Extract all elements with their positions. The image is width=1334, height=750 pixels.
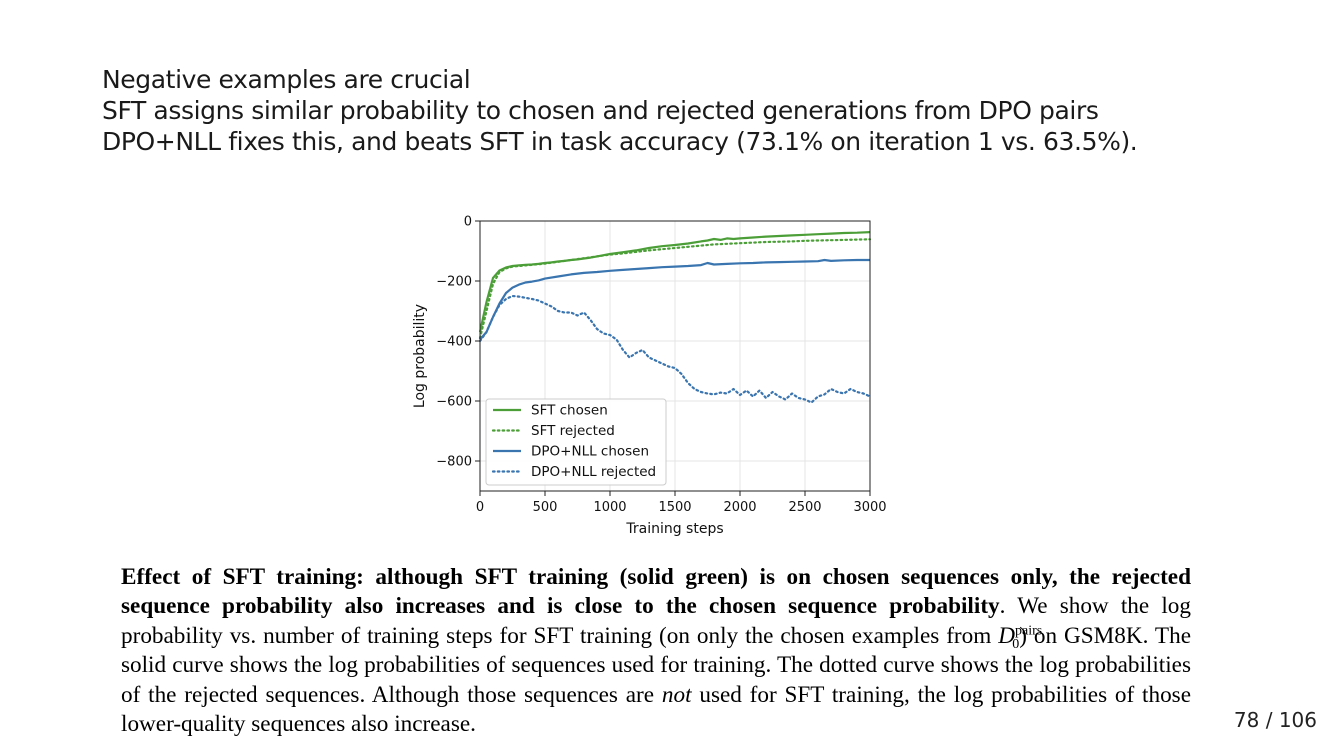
x-tick-label: 0 bbox=[476, 500, 484, 515]
slide-line-1: SFT assigns similar probability to chose… bbox=[102, 96, 1099, 125]
caption-superscript: pairs bbox=[1014, 623, 1043, 639]
caption-text-1: We show the log probability vs. number o… bbox=[121, 593, 1191, 649]
log-probability-chart: 0 500 1000 1500 2000 2500 3000 0 −200 −400 −600 −80… bbox=[412, 215, 887, 538]
caption-symbol: D bbox=[998, 622, 1015, 649]
y-tick-label: −200 bbox=[436, 275, 472, 290]
slide-line-2: DPO+NLL fixes this, and beats SFT in tas… bbox=[102, 127, 1138, 156]
slide-heading: Negative examples are crucial SFT assign… bbox=[102, 64, 1302, 157]
legend-label-sft-rejected: SFT rejected bbox=[531, 423, 615, 439]
series-line-sft-rejected bbox=[478, 238, 872, 340]
legend-label-sft-chosen: SFT chosen bbox=[531, 403, 608, 419]
legend-box bbox=[485, 398, 667, 486]
caption-subscript: 0 bbox=[1012, 637, 1020, 653]
y-tick-label: −600 bbox=[436, 395, 472, 410]
x-tick-label: 500 bbox=[533, 500, 558, 515]
legend-label-dpo-nll-chosen: DPO+NLL chosen bbox=[531, 444, 649, 460]
x-tick-label: 1000 bbox=[593, 500, 626, 515]
y-tick-label: −400 bbox=[436, 335, 472, 350]
y-tick-label: −800 bbox=[436, 455, 472, 470]
legend-label-dpo-nll-rejected: DPO+NLL rejected bbox=[531, 464, 656, 480]
x-tick-label: 2500 bbox=[788, 500, 821, 515]
caption-period: . bbox=[999, 593, 1006, 620]
series-lines bbox=[478, 231, 872, 404]
figure-caption: Effect of SFT training: although SFT tra… bbox=[121, 563, 1191, 739]
caption-bold: Effect of SFT training: although SFT tra… bbox=[121, 564, 1191, 620]
slide-title: Negative examples are crucial bbox=[102, 65, 471, 94]
series-line-dpo-nll-rejected bbox=[478, 294, 872, 404]
caption-text-2: ) on GSM8K. The solid curve shows the lo… bbox=[121, 622, 1191, 708]
y-tick-label: 0 bbox=[464, 215, 472, 230]
y-axis-label: Log probability bbox=[412, 304, 428, 408]
page-number: 78 / 106 bbox=[1233, 708, 1317, 732]
x-tick-label: 2000 bbox=[723, 500, 756, 515]
x-tick-label: 3000 bbox=[853, 500, 886, 515]
x-axis-label: Training steps bbox=[625, 521, 723, 537]
chart-legend: SFT chosen SFT rejected DPO+NLL chosen DPO+… bbox=[485, 398, 667, 486]
axis-ticks: 0 500 1000 1500 2000 2500 3000 0 −200 −400 −600 −80… bbox=[436, 215, 886, 516]
caption-italic: not bbox=[661, 681, 692, 708]
caption-text-3: used for SFT training, the log probabili… bbox=[121, 681, 1191, 738]
x-tick-label: 1500 bbox=[658, 500, 691, 515]
series-line-dpo-nll-chosen bbox=[479, 258, 870, 341]
